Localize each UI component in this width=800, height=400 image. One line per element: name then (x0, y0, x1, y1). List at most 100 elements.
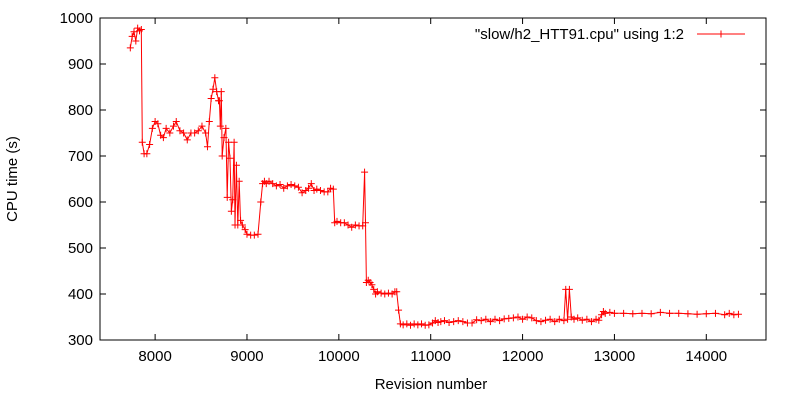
data-point-marker (565, 285, 573, 293)
data-point-marker (154, 120, 162, 128)
data-point-marker (216, 122, 224, 130)
data-point-marker (159, 134, 167, 142)
data-point-marker (601, 309, 609, 317)
y-tick-label: 300 (68, 332, 93, 349)
data-point-marker (280, 184, 288, 192)
data-point-marker (564, 315, 572, 323)
data-point-marker (137, 26, 145, 33)
data-point-marker (606, 308, 614, 316)
y-tick-label: 500 (68, 240, 93, 257)
data-point-marker (194, 127, 202, 135)
data-point-marker (172, 118, 180, 125)
data-point-marker (574, 314, 582, 322)
x-tick-label: 10000 (318, 348, 360, 365)
data-point-marker (418, 320, 426, 328)
x-tick-label: 8000 (138, 348, 171, 365)
axis-ticks (100, 17, 766, 341)
data-point-marker (666, 309, 674, 317)
data-point-marker (203, 143, 211, 151)
data-point-marker (230, 138, 238, 146)
data-point-marker (126, 44, 134, 52)
data-point-marker (647, 310, 655, 318)
data-point-marker (361, 219, 369, 227)
data-point-marker (294, 183, 302, 191)
data-point-marker (351, 221, 359, 229)
y-tick-label: 1000 (60, 10, 93, 27)
data-point-marker (227, 207, 235, 215)
data-point-marker (162, 124, 170, 132)
data-point-marker (291, 182, 299, 190)
data-point-marker (532, 317, 540, 325)
data-point-marker (361, 168, 369, 176)
data-point-marker (578, 316, 586, 324)
data-point-marker (410, 320, 418, 328)
data-point-marker (283, 182, 291, 190)
data-point-marker (307, 180, 315, 188)
data-point-marker (454, 317, 462, 325)
data-point-marker (232, 161, 240, 169)
data-point-marker (393, 288, 401, 296)
data-point-marker (570, 315, 578, 323)
data-point-marker (217, 88, 225, 96)
x-axis-title: Revision number (375, 376, 488, 393)
data-point-marker (313, 185, 321, 193)
data-point-marker (316, 187, 324, 194)
data-point-marker (348, 223, 356, 231)
data-point-marker (399, 321, 407, 329)
data-point-marker (229, 196, 237, 204)
data-point-marker (146, 141, 154, 148)
y-tick-labels: 300 400 500 600 700 800 900 1000 (60, 10, 93, 349)
data-point-marker (298, 189, 306, 197)
data-point-marker (257, 198, 265, 206)
data-point-marker (514, 313, 522, 321)
legend-marker (717, 30, 725, 38)
data-point-marker (459, 318, 467, 326)
data-point-marker (702, 310, 710, 318)
data-point-marker (211, 74, 219, 82)
x-tick-label: 11000 (410, 348, 451, 365)
y-tick-label: 900 (68, 56, 93, 73)
y-tick-label: 600 (68, 194, 93, 211)
x-tick-label: 12000 (502, 348, 544, 365)
x-tick-label: 9000 (230, 348, 263, 365)
data-point-marker (138, 138, 146, 146)
y-tick-label: 700 (68, 148, 93, 165)
series-line (129, 26, 739, 326)
y-tick-label: 400 (68, 286, 93, 303)
data-point-marker (693, 310, 701, 318)
data-point-marker (491, 315, 499, 323)
data-point-marker (305, 184, 313, 192)
data-point-marker (272, 182, 280, 190)
data-point-marker (445, 319, 453, 327)
data-point-marker (265, 177, 273, 185)
data-point-marker (250, 231, 258, 239)
x-tick-labels: 8000 9000 10000 11000 12000 13000 14000 (138, 348, 727, 365)
series-markers (126, 24, 742, 329)
data-point-marker (269, 180, 277, 188)
data-point-marker (406, 321, 414, 329)
data-point-marker (238, 221, 246, 229)
data-point-marker (403, 320, 411, 328)
data-point-marker (711, 309, 719, 317)
legend: "slow/h2_HTT91.cpu" using 1:2 (475, 26, 745, 43)
data-point-marker (368, 281, 376, 289)
y-axis-title: CPU time (s) (4, 136, 21, 222)
data-point-marker (725, 309, 733, 317)
data-point-marker (202, 129, 210, 137)
data-point-marker (583, 315, 591, 323)
data-point-marker (176, 127, 184, 135)
data-point-marker (220, 134, 228, 142)
data-point-marker (340, 219, 348, 227)
data-point-marker (223, 193, 231, 201)
data-point-marker (629, 310, 637, 318)
data-point-marker (638, 309, 646, 317)
data-point-marker (324, 188, 332, 196)
data-point-marker (468, 319, 476, 327)
data-point-marker (721, 311, 729, 319)
data-point-marker (148, 124, 156, 132)
data-point-marker (599, 307, 607, 315)
data-point-marker (477, 317, 485, 325)
data-point-marker (276, 181, 284, 189)
data-point-marker (209, 85, 217, 93)
